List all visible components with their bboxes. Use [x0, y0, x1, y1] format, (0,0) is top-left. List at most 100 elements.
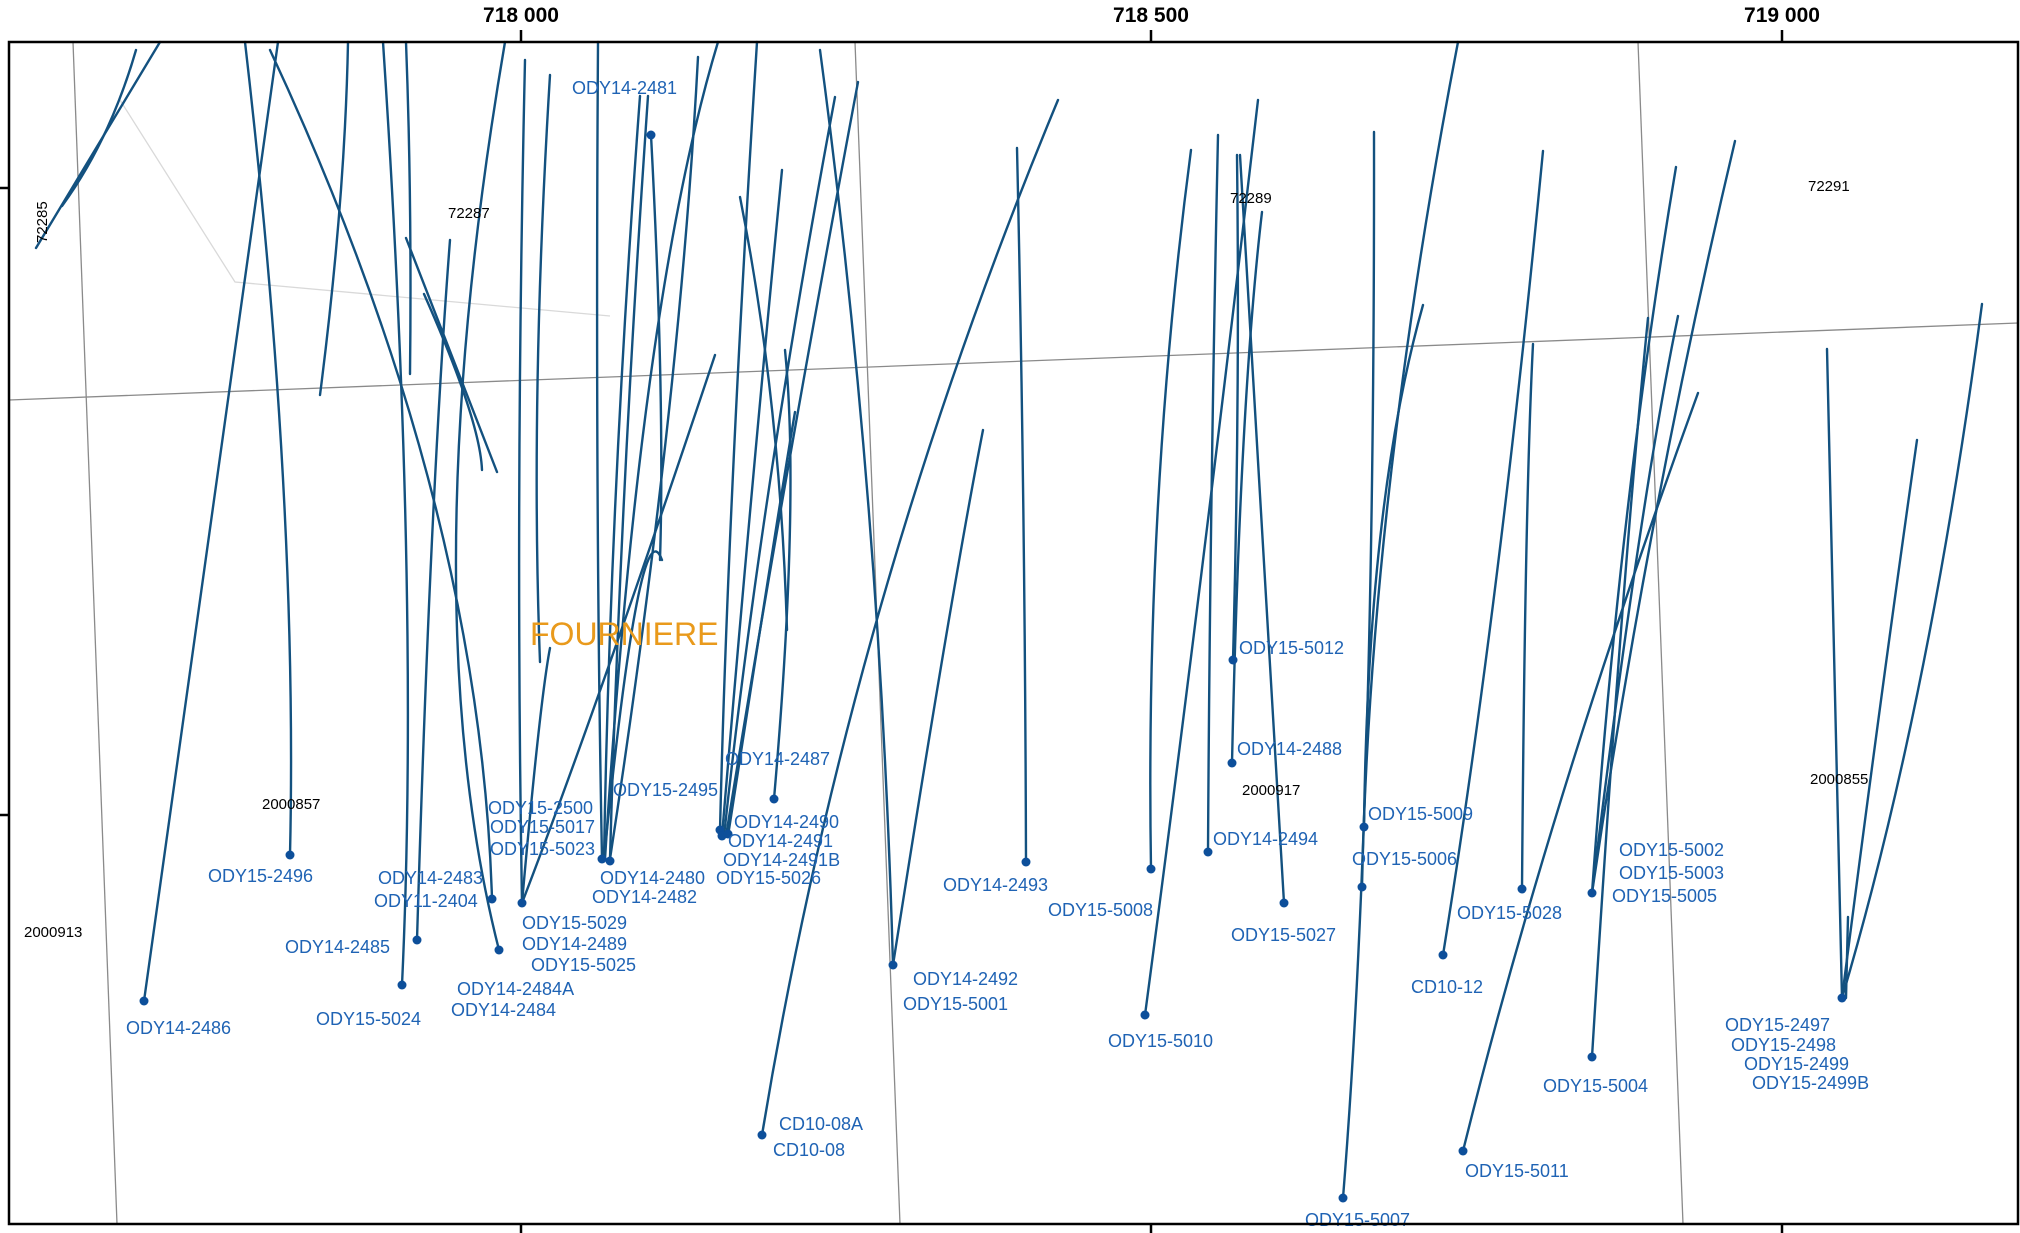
drill-trace: [1825, 347, 1844, 1000]
collar-marker: [1140, 1010, 1150, 1020]
collar-marker: [397, 980, 407, 990]
hole-label: ODY15-5026: [716, 868, 821, 888]
hole-label: ODY14-2491: [728, 831, 833, 851]
drill-trace: [1362, 303, 1425, 829]
drill-trace: [602, 550, 664, 861]
drill-trace: [1840, 302, 1984, 1000]
hole-label: ODY14-2492: [913, 969, 1018, 989]
hole-label: ODY14-2486: [126, 1018, 231, 1038]
x-tick-labels: 718 000 718 500 719 000: [483, 4, 1820, 27]
collar-marker: [1359, 822, 1369, 832]
hole-label: ODY15-2495: [613, 780, 718, 800]
map-frame: [7, 40, 2020, 1226]
drill-trace: [1143, 98, 1260, 1017]
claim-boundary-line: [72, 41, 118, 1225]
claim-label: 72291: [1808, 178, 1850, 195]
collar-markers: [139, 130, 1847, 1203]
drill-trace: [1844, 915, 1850, 1000]
collar-marker: [1438, 950, 1448, 960]
hole-label: ODY15-5024: [316, 1009, 421, 1029]
hole-label: ODY15-2498: [1731, 1035, 1836, 1055]
x-tick-label: 719 000: [1744, 4, 1820, 27]
drill-trace: [1590, 316, 1650, 1059]
hole-label: ODY15-5029: [522, 913, 627, 933]
hole-label: ODY14-2484A: [457, 979, 574, 999]
collar-marker: [1357, 882, 1367, 892]
drill-trace: [422, 292, 484, 472]
drill-trace: [1590, 165, 1678, 895]
claim-label: 2000855: [1810, 771, 1868, 788]
collar-marker: [1228, 655, 1238, 665]
claim-label: 72287: [448, 205, 490, 222]
collar-marker: [517, 898, 527, 908]
hole-label: ODY14-2487: [725, 749, 830, 769]
hole-label: ODY15-5027: [1231, 925, 1336, 945]
collar-marker: [487, 894, 497, 904]
collar-marker: [646, 130, 656, 140]
drill-trace: [722, 95, 837, 838]
hole-label: ODY15-5001: [903, 994, 1008, 1014]
collar-marker: [597, 854, 607, 864]
hole-label: ODY15-5025: [531, 955, 636, 975]
drill-trace: [1461, 391, 1700, 1153]
collar-marker: [139, 996, 149, 1006]
hole-label: ODY15-2499: [1744, 1054, 1849, 1074]
hole-label: ODY15-2500: [488, 798, 593, 818]
drill-trace: [1840, 438, 1919, 1000]
collar-marker: [1517, 884, 1527, 894]
hole-label: ODY14-2483: [378, 868, 483, 888]
drill-trace: [142, 40, 280, 1003]
hole-labels: ODY14-2481 ODY14-2486 ODY15-2496 ODY14-2…: [126, 78, 1869, 1230]
area-label: FOURNIERE: [530, 616, 718, 652]
drill-trace: [602, 94, 642, 861]
drill-trace: [404, 236, 499, 474]
collar-marker: [1587, 888, 1597, 898]
hole-label: ODY11-2404: [374, 891, 478, 911]
hole-label: ODY15-2496: [208, 866, 313, 886]
hole-label: ODY15-5009: [1368, 804, 1473, 824]
hole-label: ODY14-2482: [592, 887, 697, 907]
hole-label: ODY14-2493: [943, 875, 1048, 895]
collar-marker: [494, 945, 504, 955]
drill-trace: [772, 348, 792, 801]
hole-label: ODY15-5002: [1619, 840, 1724, 860]
drill-trace: [603, 40, 720, 861]
hole-label: CD10-08: [773, 1140, 845, 1160]
x-tick-label: 718 500: [1113, 4, 1189, 27]
collar-marker: [769, 794, 779, 804]
collar-marker: [1203, 847, 1213, 857]
hole-label: CD10-12: [1411, 977, 1483, 997]
drill-trace: [60, 48, 138, 208]
drill-trace: [724, 80, 860, 838]
hole-label: ODY14-2488: [1237, 739, 1342, 759]
drill-trace: [318, 40, 350, 397]
drill-trace: [891, 428, 985, 967]
collar-marker: [1338, 1193, 1348, 1203]
hole-label: ODY14-2491B: [723, 850, 840, 870]
drill-trace: [649, 133, 663, 562]
claim-labels: 72285 72287 72289 72291 2000857 2000913 …: [24, 178, 1868, 941]
hole-label: ODY15-5003: [1619, 863, 1724, 883]
drill-trace: [1015, 146, 1028, 864]
hole-label: ODY15-2499B: [1752, 1073, 1869, 1093]
hole-label: ODY14-2489: [522, 934, 627, 954]
drill-trace: [381, 40, 410, 987]
hole-label: ODY14-2484: [451, 1000, 556, 1020]
drill-trace: [595, 40, 604, 861]
hole-label: ODY14-2490: [734, 812, 839, 832]
collar-marker: [1458, 1146, 1468, 1156]
drill-trace: [1590, 139, 1737, 895]
hole-label: ODY15-5006: [1352, 849, 1457, 869]
claim-label: 72289: [1230, 190, 1272, 207]
collar-marker: [1587, 1052, 1597, 1062]
collar-marker: [285, 850, 295, 860]
faint-boundary-line: [119, 99, 611, 317]
hole-label: ODY15-5004: [1543, 1076, 1648, 1096]
claim-label: 2000857: [262, 796, 320, 813]
map-ticks: [0, 30, 1784, 1233]
claim-label: 2000917: [1242, 782, 1300, 799]
drill-trace: [1520, 342, 1535, 891]
drill-trace: [818, 48, 895, 967]
hole-label: ODY15-5028: [1457, 903, 1562, 923]
